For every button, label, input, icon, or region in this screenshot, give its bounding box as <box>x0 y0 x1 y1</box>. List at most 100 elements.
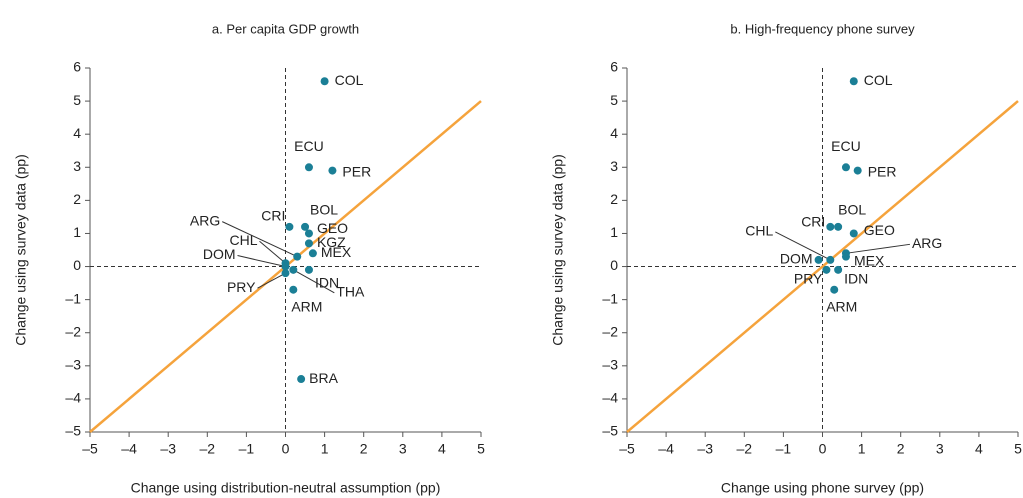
x-tick-label: –2 <box>737 441 753 457</box>
point <box>304 163 313 172</box>
y-tick-label: 4 <box>610 125 618 141</box>
point <box>293 252 302 261</box>
point <box>841 163 850 172</box>
x-tick-label: 1 <box>858 441 866 457</box>
leader-line <box>222 221 298 258</box>
y-axis-label: Change using survey data (pp) <box>550 154 566 345</box>
point-label: CRI <box>261 208 285 224</box>
x-tick-label: 2 <box>897 441 905 457</box>
point-label: ARM <box>291 298 322 314</box>
point-label: GEO <box>864 222 895 238</box>
x-tick-label: 0 <box>819 441 827 457</box>
point-label: BOL <box>310 202 338 218</box>
y-tick-label: 3 <box>610 158 618 174</box>
point <box>822 265 831 274</box>
x-tick-label: 3 <box>936 441 944 457</box>
x-tick-label: 4 <box>975 441 983 457</box>
y-tick-label: –2 <box>602 323 618 339</box>
x-tick-label: 1 <box>321 441 329 457</box>
point <box>853 166 862 175</box>
point <box>289 285 298 294</box>
y-tick-label: –1 <box>602 290 618 306</box>
x-tick-label: –5 <box>619 441 635 457</box>
y-tick-label: 2 <box>610 191 618 207</box>
point <box>281 269 290 278</box>
point <box>304 239 313 248</box>
y-tick-label: 2 <box>73 191 81 207</box>
point-label: ARM <box>826 298 857 314</box>
point <box>301 222 310 231</box>
y-tick-label: 6 <box>73 59 81 75</box>
point-label: COL <box>864 72 893 88</box>
point <box>297 375 306 384</box>
point <box>281 262 290 271</box>
x-axis-label: Change using phone survey (pp) <box>721 480 924 496</box>
point-label: PER <box>868 163 897 179</box>
chart-title: a. Per capita GDP growth <box>212 21 359 36</box>
point-label: COL <box>335 72 364 88</box>
y-tick-label: –5 <box>65 423 81 439</box>
point <box>826 255 835 264</box>
point-label: PRY <box>227 279 256 295</box>
y-tick-label: –4 <box>602 390 618 406</box>
point-label: GEO <box>317 220 348 236</box>
x-tick-label: –4 <box>658 441 674 457</box>
point-label: PER <box>342 163 371 179</box>
x-tick-label: 2 <box>360 441 368 457</box>
leader-line <box>237 255 286 268</box>
point <box>814 255 823 264</box>
point <box>834 222 843 231</box>
point-label: ARG <box>912 235 942 251</box>
point-label: BOL <box>838 202 866 218</box>
point <box>849 77 858 86</box>
point-label: IDN <box>844 271 868 287</box>
point-label: CHL <box>229 232 257 248</box>
point <box>849 229 858 238</box>
x-tick-label: 5 <box>477 441 485 457</box>
point-label: BRA <box>309 370 338 386</box>
point-label: DOM <box>780 251 813 267</box>
y-tick-label: 1 <box>610 224 618 240</box>
point-label: KGZ <box>317 234 346 250</box>
x-tick-label: 0 <box>282 441 290 457</box>
y-tick-label: 0 <box>610 257 618 273</box>
leader-line <box>257 272 286 289</box>
y-tick-label: 5 <box>73 92 81 108</box>
point <box>830 285 839 294</box>
point-label: ECU <box>294 138 324 154</box>
x-tick-label: 5 <box>1014 441 1022 457</box>
point <box>841 252 850 261</box>
point <box>285 222 294 231</box>
x-tick-label: –1 <box>239 441 255 457</box>
diagonal-line <box>626 100 1019 433</box>
x-tick-label: 3 <box>399 441 407 457</box>
y-tick-label: –3 <box>65 357 81 373</box>
x-tick-label: –3 <box>697 441 713 457</box>
chart-title: b. High-frequency phone survey <box>730 21 915 36</box>
x-tick-label: –4 <box>121 441 137 457</box>
point <box>304 229 313 238</box>
point-label: IDN <box>315 275 339 291</box>
point-label: MEX <box>321 244 352 260</box>
point-label: PRY <box>794 271 823 287</box>
point <box>834 265 843 274</box>
y-tick-label: 3 <box>73 158 81 174</box>
y-tick-label: 1 <box>73 224 81 240</box>
point-label: DOM <box>203 246 236 262</box>
x-tick-label: 4 <box>438 441 446 457</box>
point <box>304 265 313 274</box>
leader-line <box>293 269 335 294</box>
point-label: MEX <box>854 252 885 268</box>
y-tick-label: –1 <box>65 290 81 306</box>
point-label: ARG <box>190 212 220 228</box>
point-label: ECU <box>831 138 861 154</box>
x-tick-label: –2 <box>200 441 216 457</box>
x-tick-label: –5 <box>82 441 98 457</box>
point <box>289 265 298 274</box>
y-tick-label: 6 <box>610 59 618 75</box>
point <box>320 77 329 86</box>
x-tick-label: –3 <box>160 441 176 457</box>
y-tick-label: 4 <box>73 125 81 141</box>
point <box>328 166 337 175</box>
